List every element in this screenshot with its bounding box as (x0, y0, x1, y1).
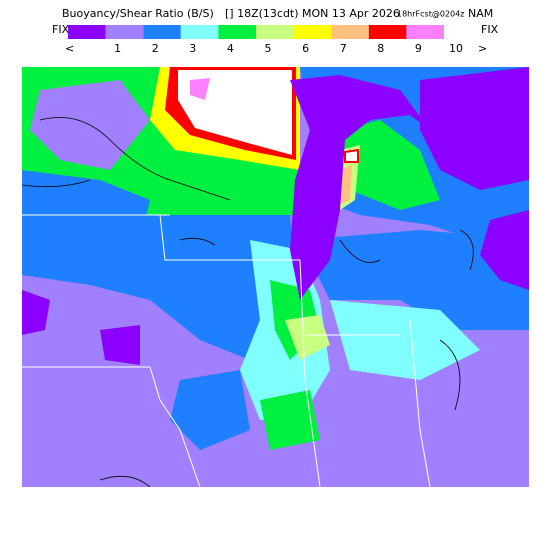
legend-swatch (105, 25, 144, 39)
model: NAM (468, 7, 493, 20)
valid-time: [] 18Z(13cdt) MON 13 Apr 2026 (225, 7, 400, 20)
legend-swatch (293, 25, 332, 39)
legend-swatch (368, 25, 407, 39)
legend-label: 4 (227, 42, 234, 55)
legend-label: 9 (415, 42, 422, 55)
legend: 1 2 3 4 5 6 7 8 9 10 (68, 25, 463, 55)
legend-swatch (218, 25, 256, 39)
legend-label: 2 (152, 42, 159, 55)
title: Buoyancy/Shear Ratio (B/S) (62, 7, 214, 20)
legend-swatch (180, 25, 219, 39)
prev-button[interactable]: < (65, 42, 74, 55)
legend-label: 5 (265, 42, 272, 55)
legend-label: 3 (189, 42, 196, 55)
legend-label: 8 (377, 42, 384, 55)
fix-left[interactable]: FIX (52, 23, 70, 36)
legend-swatch (406, 25, 444, 39)
legend-label: 10 (449, 42, 463, 55)
map (22, 67, 529, 487)
next-button[interactable]: > (478, 42, 487, 55)
legend-label: 7 (340, 42, 347, 55)
legend-swatch (68, 25, 106, 39)
legend-label: 6 (302, 42, 309, 55)
legend-swatch (256, 25, 294, 39)
legend-swatch (331, 25, 369, 39)
legend-label: 1 (114, 42, 121, 55)
fix-right[interactable]: FIX (481, 23, 499, 36)
forecast-hour: 18hrFcst@0204z (397, 10, 464, 19)
legend-swatch (143, 25, 181, 39)
